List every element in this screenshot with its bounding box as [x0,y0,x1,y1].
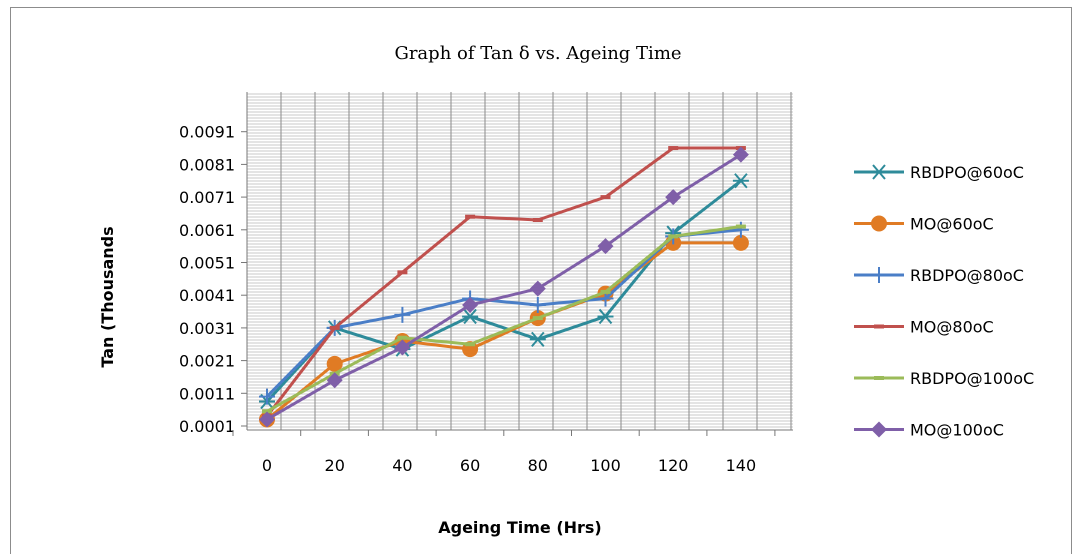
y-tick-label: 0.0091 [179,123,235,142]
y-tick-label: 0.0051 [179,254,235,273]
legend-marker [871,164,887,180]
y-tick-label: 0.0021 [179,352,235,371]
x-tick-label: 140 [726,456,757,475]
y-tick-label: 0.0081 [179,155,235,174]
y-tick-label: 0.0011 [179,384,235,403]
x-tick-label: 0 [262,456,272,475]
legend-item: MO@100oC [854,421,1004,440]
legend-label: MO@60oC [910,215,994,234]
data-point [259,411,275,428]
y-tick-labels: 0.0001 0.0011 0.0021 0.0031 0.0041 0.0051 0.00… [179,123,247,436]
y-tick-label: 0.0041 [179,286,235,305]
legend-item: RBDPO@100oC [854,369,1034,388]
chart-svg: Graph of Tan δ vs. Ageing Time 0.00010.0… [98,43,1034,537]
legend-item: RBDPO@60oC [854,163,1024,182]
y-tick-label: 0.0001 [179,417,235,436]
data-point [732,221,749,238]
data-point [529,280,546,297]
series-line [266,153,742,421]
x-tick-label: 40 [392,456,412,475]
legend-label: MO@80oC [910,318,994,337]
data-point [462,308,479,325]
y-tick-label: 0.0031 [179,319,235,338]
data-point [732,146,749,163]
data-point [665,189,682,206]
x-tick-label: 20 [325,456,345,475]
x-tick-label: 60 [460,456,480,475]
legend-item: MO@80oC [854,318,994,337]
data-point [529,297,546,314]
y-tick-label: 0.0071 [179,188,235,207]
legend: RBDPO@60oC MO@60oC RBDPO@80oC MO@80oC RBDPO@… [854,163,1034,440]
legend-label: MO@100oC [910,421,1004,440]
data-point [597,238,614,255]
data-point [326,355,343,372]
chart-frame: Graph of Tan δ vs. Ageing Time 0.0001 0.0… [10,7,1072,554]
data-point [394,339,411,356]
y-axis-title: Tan (Thousands [98,226,117,367]
legend-label: RBDPO@100oC [910,369,1034,388]
series-line [265,146,741,418]
data-point [326,372,343,389]
legend-marker [871,421,887,438]
axis-layer [246,92,793,431]
data-point [597,308,614,325]
series-layer [259,146,749,428]
legend-item: RBDPO@80oC [854,266,1024,285]
series-line [266,241,741,421]
x-tick-label: 80 [528,456,548,475]
data-point [732,234,749,251]
legend-item: MO@60oC [854,215,994,234]
series-line [266,225,742,413]
x-tick-label: 120 [658,456,689,475]
legend-label: RBDPO@60oC [910,163,1024,182]
legend-marker [871,215,887,232]
legend-marker [871,267,887,283]
chart-title: Graph of Tan δ vs. Ageing Time [394,43,681,64]
legend-label: RBDPO@80oC [910,266,1024,285]
x-tick-label: 100 [590,456,621,475]
data-point [462,297,479,314]
data-point [732,173,749,189]
x-axis-title: Ageing Time (Hrs) [438,518,602,537]
series-MO@100oC [259,146,749,428]
data-point [394,306,411,323]
y-tick-label: 0.0061 [179,221,235,240]
x-tick-labels: 0 20 40 60 80 100 120 140 [232,430,776,475]
data-point [259,388,275,405]
data-point [529,331,546,347]
